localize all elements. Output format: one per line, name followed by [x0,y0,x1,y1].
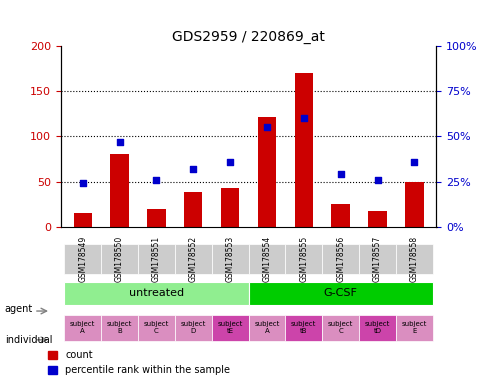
Text: subject
tD: subject tD [364,321,390,334]
Text: subject
C: subject C [143,321,169,334]
Bar [221,188,239,227]
Bar [110,154,129,227]
FancyBboxPatch shape [64,282,248,305]
Point [116,139,123,145]
FancyBboxPatch shape [138,244,175,274]
Text: subject
tB: subject tB [290,321,316,334]
Text: GSM178558: GSM178558 [409,236,418,282]
Text: subject
A: subject A [70,321,95,334]
FancyBboxPatch shape [212,244,248,274]
Text: GSM178553: GSM178553 [225,236,234,282]
FancyBboxPatch shape [358,244,395,274]
Point [262,124,270,131]
Text: GSM178557: GSM178557 [372,236,381,282]
Bar [257,117,275,227]
FancyBboxPatch shape [358,315,395,341]
Point [79,180,87,187]
FancyBboxPatch shape [248,282,432,305]
Text: GSM178550: GSM178550 [115,236,124,282]
Text: agent: agent [5,304,33,314]
Text: untreated: untreated [129,288,183,298]
FancyBboxPatch shape [138,315,175,341]
FancyBboxPatch shape [175,244,212,274]
Text: GSM178552: GSM178552 [188,236,197,282]
Text: subject
C: subject C [327,321,353,334]
Bar [294,73,312,227]
FancyBboxPatch shape [212,315,248,341]
Text: individual: individual [5,335,52,345]
FancyBboxPatch shape [395,315,432,341]
FancyBboxPatch shape [64,244,101,274]
FancyBboxPatch shape [285,315,321,341]
FancyBboxPatch shape [321,315,358,341]
Text: subject
D: subject D [180,321,206,334]
Text: GSM178556: GSM178556 [335,236,345,282]
FancyBboxPatch shape [395,244,432,274]
Text: GSM178554: GSM178554 [262,236,271,282]
FancyBboxPatch shape [248,315,285,341]
Point [299,115,307,121]
Text: subject
E: subject E [401,321,426,334]
Bar [367,210,386,227]
Bar [404,182,423,227]
FancyBboxPatch shape [101,315,138,341]
Point [409,159,417,165]
FancyBboxPatch shape [64,315,101,341]
Text: subject
tE: subject tE [217,321,242,334]
Point [152,177,160,183]
FancyBboxPatch shape [101,244,138,274]
Text: subject
B: subject B [106,321,132,334]
Title: GDS2959 / 220869_at: GDS2959 / 220869_at [172,30,324,44]
Bar [331,204,349,227]
FancyBboxPatch shape [321,244,358,274]
Text: GSM178555: GSM178555 [299,236,308,282]
FancyBboxPatch shape [285,244,321,274]
Text: GSM178549: GSM178549 [78,236,87,282]
FancyBboxPatch shape [248,244,285,274]
Bar [184,192,202,227]
Text: subject
A: subject A [254,321,279,334]
FancyBboxPatch shape [175,315,212,341]
Legend: count, percentile rank within the sample: count, percentile rank within the sample [44,346,233,379]
Bar [74,213,92,227]
Point [189,166,197,172]
Bar [147,209,166,227]
Point [226,159,234,165]
Text: GSM178551: GSM178551 [151,236,161,282]
Point [373,177,380,183]
Point [336,171,344,177]
Text: G-CSF: G-CSF [323,288,357,298]
